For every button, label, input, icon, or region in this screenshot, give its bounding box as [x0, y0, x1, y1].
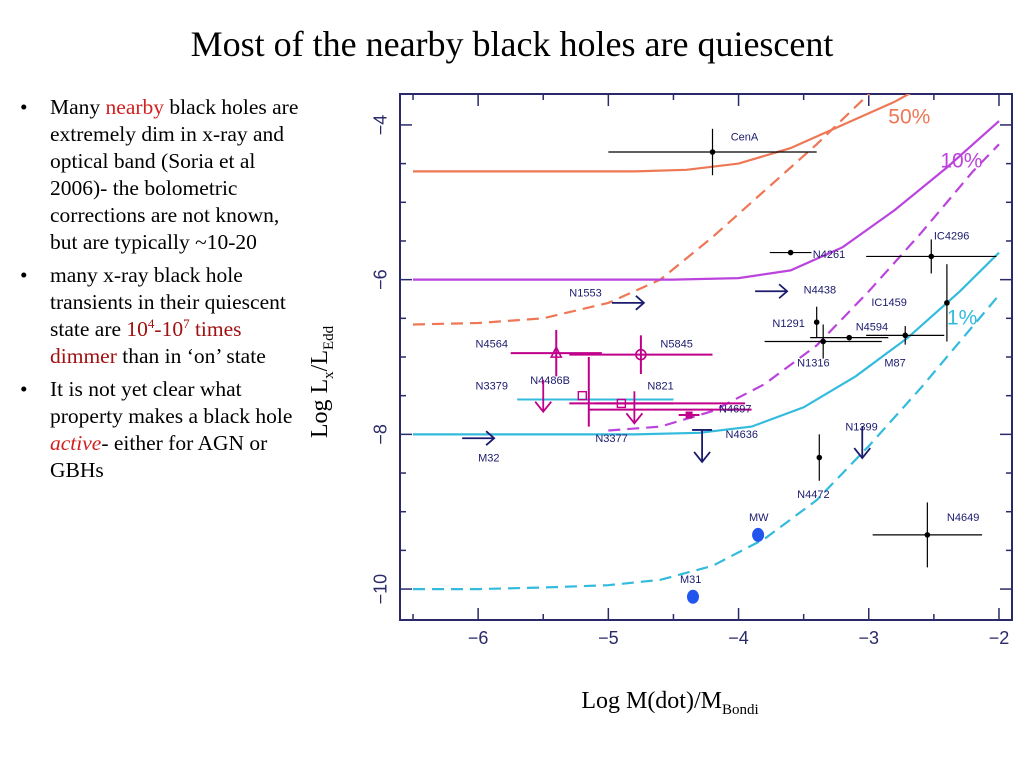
limit-arrowhead — [778, 283, 789, 299]
data-point — [944, 300, 950, 306]
x-tick-label: −5 — [598, 628, 619, 648]
y-tick-label: −6 — [371, 269, 391, 290]
point-label: N5845 — [660, 339, 692, 351]
point-label: N1291 — [772, 318, 804, 330]
point-label: CenA — [731, 131, 759, 143]
curve-dashed — [413, 294, 1000, 591]
data-point — [752, 527, 765, 542]
curves-group — [412, 94, 1000, 591]
curve-label: 50% — [888, 105, 930, 128]
bullet-text: Many — [50, 95, 106, 119]
point-label: N4486B — [530, 375, 570, 387]
limit-label: N3377 — [595, 433, 627, 445]
x-label-sub: Bondi — [721, 701, 759, 718]
limit-arrowhead — [693, 451, 711, 464]
bullet-text: black holes are extremely dim in x-ray a… — [50, 95, 299, 254]
data-point — [686, 589, 699, 604]
point-label: N4649 — [947, 512, 979, 524]
data-point — [577, 390, 587, 401]
scatter-chart: −6 −5 −4 −3 −2 −4 −6 −8 −10 50% 10% 1% CenA N4261 IC42… — [371, 93, 1013, 648]
plot-frame — [399, 93, 1013, 621]
x-axis-label: Log M(dot)/MBondi — [470, 686, 870, 718]
curve-solid — [413, 94, 912, 173]
curve-solid — [413, 120, 1000, 281]
data-point — [846, 334, 853, 341]
data-point — [820, 338, 826, 345]
data-point — [709, 149, 716, 155]
y-label-mid: /L — [307, 350, 333, 372]
bullet-item: It is not yet clear what property makes … — [18, 376, 310, 484]
data-point — [813, 319, 820, 325]
point-label: M87 — [884, 357, 905, 369]
data-point — [635, 348, 647, 361]
highlight-nearby: nearby — [105, 95, 165, 119]
point-label: N4594 — [856, 322, 888, 334]
data-point — [549, 345, 563, 358]
bullet-text: - either for AGN or GBHs — [50, 431, 268, 482]
point-label: N821 — [647, 380, 673, 392]
curve-dashed — [412, 94, 871, 326]
limit-arrowhead — [485, 430, 496, 446]
limit-arrowhead — [625, 412, 644, 425]
x-tick-label: −3 — [859, 628, 880, 648]
data-point — [616, 398, 627, 409]
y-axis-label: Log Lx/LEdd — [305, 262, 337, 502]
exponent: 4 — [147, 315, 155, 331]
point-label: N4472 — [797, 489, 829, 501]
bullet-text: many x-ray black hole transients in thei… — [50, 263, 286, 341]
data-point — [902, 332, 909, 339]
data-point — [787, 249, 794, 256]
highlight-active: active — [50, 431, 102, 455]
y-label-main: Log L — [307, 378, 333, 439]
bullet-list: Many nearby black holes are extremely di… — [18, 94, 310, 490]
point-label: M31 — [680, 574, 701, 586]
data-point — [928, 253, 935, 260]
y-tick-label: −8 — [371, 424, 391, 445]
data-point — [924, 532, 931, 538]
bullet-item: Many nearby black holes are extremely di… — [18, 94, 310, 256]
point-label: N4697 — [719, 404, 751, 416]
y-label-sub: Edd — [320, 325, 337, 351]
bullet-text: It is not yet clear what property makes … — [50, 377, 293, 428]
data-point — [685, 411, 693, 419]
limit-label: N4438 — [804, 285, 836, 297]
point-label: N4261 — [813, 249, 845, 261]
point-label: IC1459 — [871, 297, 906, 309]
curve-dashed — [608, 143, 1000, 432]
highlight-dimmer: times dimmer — [50, 317, 242, 368]
y-label-sub: x — [320, 371, 337, 379]
limit-label: N1553 — [569, 288, 601, 300]
y-tick-label: −10 — [371, 574, 391, 605]
point-label: N4564 — [476, 339, 508, 351]
highlight-power: 10 — [126, 317, 148, 341]
slide-title: Most of the nearby black holes are quies… — [190, 24, 834, 64]
point-label: N1316 — [797, 357, 829, 369]
point-label: MW — [749, 512, 769, 524]
x-tick-label: −4 — [728, 628, 749, 648]
x-tick-label: −2 — [989, 628, 1010, 648]
limit-label: M32 — [478, 452, 499, 464]
limit-arrowhead — [534, 401, 552, 414]
limit-arrowhead — [853, 447, 871, 460]
y-tick-label: −4 — [371, 115, 391, 136]
curve-solid — [413, 251, 1000, 436]
limit-arrowhead — [635, 295, 646, 311]
data-point — [816, 454, 823, 461]
curve-label: 10% — [940, 149, 982, 172]
limit-label: N3379 — [476, 380, 508, 392]
exponent: 7 — [183, 315, 190, 331]
bullet-item: many x-ray black hole transients in thei… — [18, 262, 310, 370]
limit-label: N1399 — [845, 421, 877, 433]
curve-label: 1% — [947, 307, 977, 330]
limit-label: N4636 — [726, 429, 758, 441]
x-label-main: Log M(dot)/M — [581, 688, 722, 714]
point-label: IC4296 — [934, 230, 969, 242]
x-tick-label: −6 — [468, 628, 489, 648]
highlight-power: -10 — [154, 317, 184, 341]
bullet-text: than in ‘on’ state — [116, 344, 266, 368]
